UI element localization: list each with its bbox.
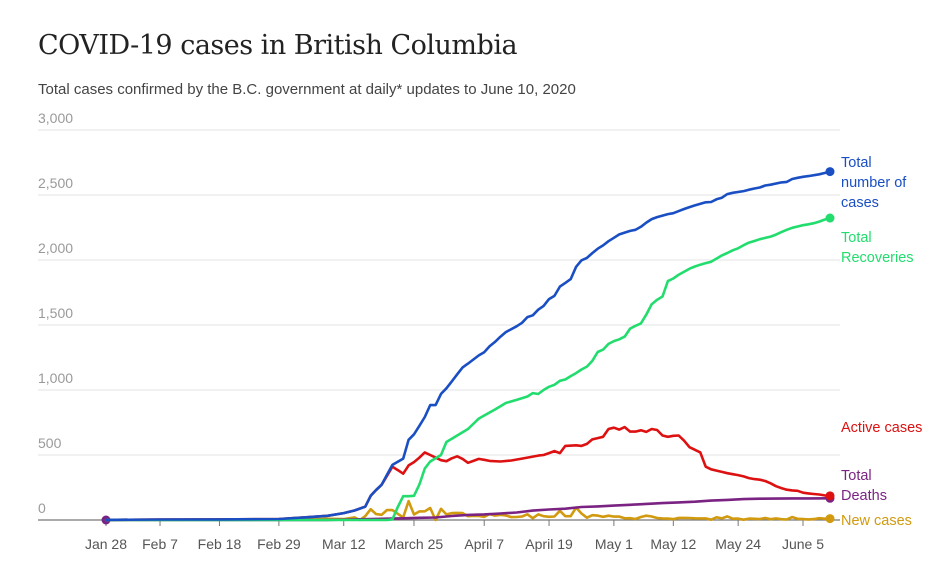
y-tick-label: 1,500 — [38, 305, 73, 321]
series-label-total-number-of-cases: Total number of cases — [841, 155, 907, 211]
x-tick-label: March 25 — [385, 536, 444, 552]
series-line-active-cases — [104, 425, 832, 522]
x-tick-label: June 5 — [782, 536, 824, 552]
end-point-total-number-of-cases — [825, 167, 835, 177]
series-lines — [101, 167, 835, 525]
y-tick-label: 2,500 — [38, 175, 73, 191]
x-tick-label: April 19 — [525, 536, 573, 552]
end-point-new-cases — [825, 514, 835, 524]
gridlines — [38, 129, 840, 521]
x-tick-label: May 24 — [715, 536, 761, 552]
series-labels: New cases Total Deaths Active cases Total Rec… — [841, 155, 922, 529]
x-tick-label: May 12 — [650, 536, 696, 552]
x-tick-label: April 7 — [464, 536, 504, 552]
series-line-total-recoveries — [104, 216, 832, 522]
y-axis-ticks: 0 500 1,000 1,500 2,000 2,500 3,000 — [38, 110, 73, 516]
x-tick-label: Mar 12 — [322, 536, 366, 552]
series-label-new-cases: New cases — [841, 513, 912, 529]
series-label-total-recoveries: Total Recoveries — [841, 230, 914, 266]
y-tick-label: 0 — [38, 500, 46, 516]
series-label-total-deaths: Total Deaths — [841, 468, 887, 504]
series-line-new-cases — [104, 499, 832, 522]
x-tick-label: Jan 28 — [85, 536, 127, 552]
end-point-active-cases — [825, 491, 835, 501]
y-tick-label: 500 — [38, 435, 62, 451]
series-label-active-cases: Active cases — [841, 420, 922, 436]
y-tick-label: 3,000 — [38, 110, 73, 126]
y-tick-label: 2,000 — [38, 240, 73, 256]
x-tick-label: Feb 7 — [142, 536, 178, 552]
series-line-total-number-of-cases — [104, 170, 832, 522]
y-tick-label: 1,000 — [38, 370, 73, 386]
chart-subtitle: Total cases confirmed by the B.C. govern… — [38, 81, 576, 98]
chart-title: COVID-19 cases in British Columbia — [38, 30, 518, 61]
x-tick-label: Feb 18 — [198, 536, 242, 552]
x-tick-label: May 1 — [595, 536, 633, 552]
x-tick-label: Feb 29 — [257, 536, 301, 552]
end-point-total-recoveries — [825, 213, 835, 223]
x-axis-ticks: Jan 28 Feb 7 Feb 18 Feb 29 Mar 12 March 25 Apr… — [85, 520, 824, 552]
